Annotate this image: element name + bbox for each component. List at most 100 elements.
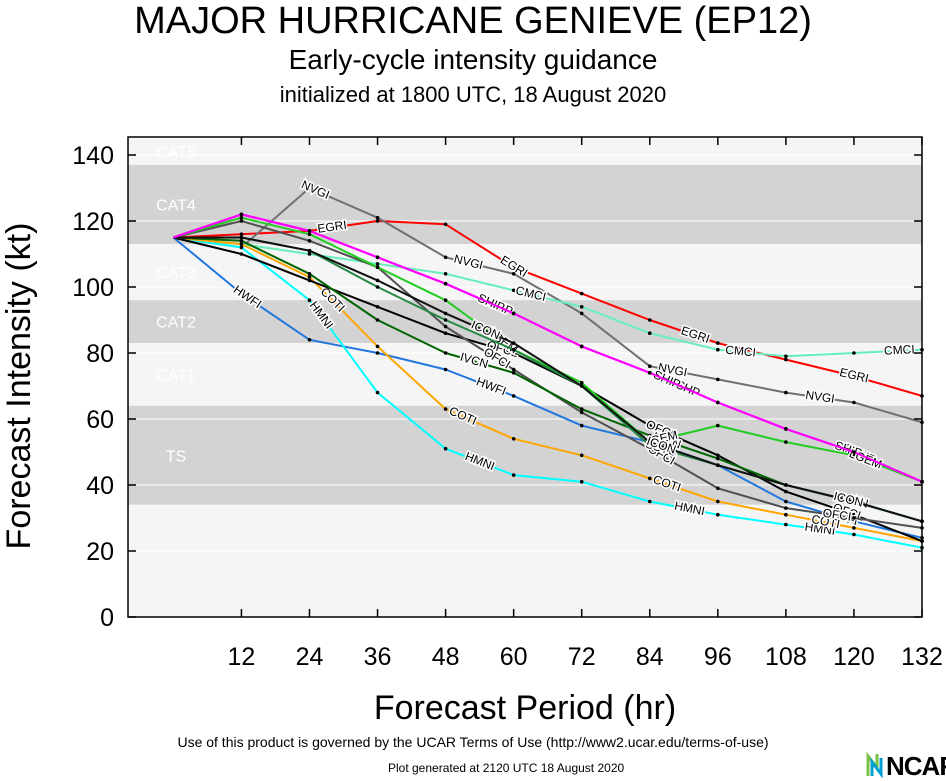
point-ofci-24 (307, 239, 312, 243)
point-ivcn-24 (307, 272, 312, 276)
x-tick-label-120: 120 (833, 643, 875, 671)
initialized-time: initialized at 1800 UTC, 18 August 2020 (279, 82, 667, 107)
series-line-coti (173, 236, 923, 543)
point-ivcn-72 (579, 407, 584, 411)
point-hmni-84 (647, 499, 652, 504)
point-cmci-24 (307, 252, 312, 256)
y-tick-label-60: 60 (86, 406, 114, 434)
point-icon-48 (443, 311, 448, 316)
x-tick-label-12: 12 (228, 643, 256, 671)
point-nvgi-48 (443, 255, 448, 260)
point-hwfi-36 (375, 351, 380, 355)
point-sstc-60 (511, 347, 516, 352)
series-line-lgem (173, 216, 923, 483)
ncar-logo-text: NCAR (886, 751, 946, 781)
point-icon-120 (852, 499, 856, 504)
band-below-ts (128, 504, 922, 617)
series-line-icon (173, 236, 923, 523)
point-coti-24 (307, 275, 312, 279)
point-ivcn-12 (239, 239, 244, 243)
x-tick-label-84: 84 (636, 643, 664, 671)
point-hwfi-108 (784, 499, 788, 504)
y-axis-label: Forecast Intensity (kt) (0, 223, 38, 550)
y-tick-label-80: 80 (86, 340, 114, 368)
svg-text:OFCI: OFCI (822, 506, 852, 524)
point-egri-12 (239, 232, 244, 236)
point-egri-108 (784, 357, 788, 362)
point-ofcl-84 (647, 423, 652, 428)
point-dship-12 (239, 212, 244, 217)
point-cmci-72 (579, 305, 584, 309)
point-hwfi-24 (307, 338, 312, 342)
point-ofci-72 (579, 410, 584, 415)
y-tick-label-0: 0 (100, 604, 114, 632)
point-lgem-24 (307, 232, 312, 236)
point-ofci-60 (511, 367, 516, 372)
axes: 12 24 36 48 60 72 84 96 108 120 132 0 20 40 60 80 100 120… (72, 136, 943, 671)
point-lgem-72 (579, 380, 584, 385)
point-hwfi-48 (443, 367, 448, 372)
point-ofcl-96 (716, 453, 720, 458)
point-cmci-108 (784, 354, 788, 359)
point-ofci-84 (647, 446, 652, 451)
svg-text:EGRI: EGRI (317, 218, 348, 236)
series-line-ofcl (173, 236, 923, 543)
point-cmci-96 (716, 347, 720, 352)
point-egri-60 (511, 265, 516, 270)
band-label-cat1: CAT1 (156, 367, 196, 384)
ncar-logo-icon (866, 752, 883, 778)
point-dship-36 (375, 255, 380, 260)
series-line-cmci (173, 236, 923, 358)
point-hmni-36 (375, 390, 380, 395)
point-hmni-108 (784, 522, 788, 527)
point-ofcl-12 (239, 252, 244, 256)
point-nvgi-60 (511, 272, 516, 276)
point-hmni-48 (443, 446, 448, 451)
series-line-hmni (173, 236, 923, 549)
point-nvgi-120 (852, 400, 856, 405)
svg-text:NVGI: NVGI (805, 388, 836, 406)
point-hwfi-120 (852, 519, 856, 524)
svg-text:CMCI: CMCI (884, 342, 915, 357)
point-egri-72 (579, 291, 584, 296)
band-cat4 (128, 164, 922, 245)
point-icon-72 (579, 384, 584, 388)
point-sstc-36 (375, 285, 380, 289)
x-tick-label-48: 48 (432, 643, 460, 671)
point-ofci-120 (852, 516, 856, 520)
point-coti-72 (579, 453, 584, 458)
ncar-logo[interactable]: NCAR (866, 750, 946, 780)
point-ofcl-120 (852, 512, 856, 517)
point-coti-36 (375, 344, 380, 349)
point-cmci-60 (511, 288, 516, 293)
point-ofcl-60 (511, 351, 516, 355)
x-tick-label-36: 36 (364, 643, 392, 671)
y-tick-label-20: 20 (86, 538, 114, 566)
y-tick-label-100: 100 (72, 274, 114, 302)
x-tick-label-132: 132 (901, 643, 943, 671)
series-line-dship (173, 213, 923, 483)
terms-of-use[interactable]: Use of this product is governed by the U… (177, 734, 769, 750)
point-egri-120 (852, 374, 856, 378)
x-tick-label-108: 108 (765, 643, 807, 671)
point-nvgi-24 (307, 186, 312, 190)
band-label-cat5: CAT5 (156, 145, 196, 162)
point-icon-12 (239, 235, 244, 240)
x-axis-label: Forecast Period (hr) (374, 689, 676, 727)
point-icon-36 (375, 278, 380, 283)
point-coti-108 (784, 512, 788, 517)
point-ofcl-48 (443, 331, 448, 336)
series-label-cmci: CMCI (882, 341, 916, 359)
series-line-hwfi (172, 236, 923, 539)
point-nvgi-108 (784, 390, 788, 395)
point-coti-48 (443, 407, 448, 411)
point-hmni-96 (716, 512, 720, 517)
point-hmni-120 (852, 532, 856, 537)
point-egri-36 (375, 219, 380, 223)
x-tick-label-60: 60 (500, 643, 528, 671)
point-ivcn-48 (443, 351, 448, 355)
point-hmni-72 (579, 479, 584, 484)
point-lgem-12 (239, 215, 244, 220)
point-nvgi-84 (647, 364, 652, 369)
point-hwfi-12 (239, 291, 244, 296)
